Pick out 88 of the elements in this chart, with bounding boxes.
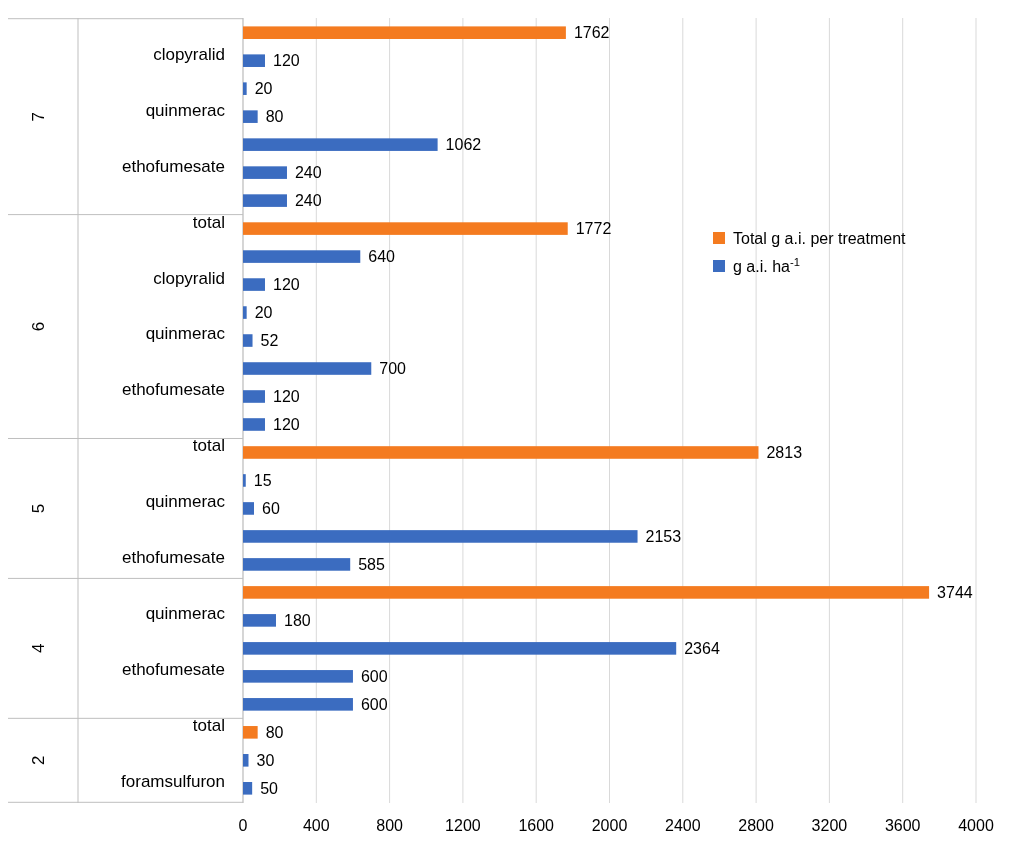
legend-label: g a.i. ha$^{-1}$ bbox=[733, 255, 800, 275]
text: 6 bbox=[28, 321, 48, 332]
data-label: 2364 bbox=[684, 639, 720, 657]
bar bbox=[243, 698, 353, 711]
bar bbox=[243, 166, 287, 179]
bar bbox=[243, 222, 568, 235]
data-label: 3744 bbox=[937, 584, 973, 602]
data-label: 120 bbox=[272, 276, 300, 294]
bar bbox=[243, 502, 254, 515]
data-label: 585 bbox=[358, 556, 385, 574]
bar bbox=[243, 754, 249, 767]
x-tick-label: 1200 bbox=[445, 817, 481, 834]
bar bbox=[243, 782, 253, 795]
y-tick-label: clopyralid bbox=[153, 44, 225, 64]
bar bbox=[243, 26, 566, 39]
bar bbox=[243, 306, 247, 319]
data-label: 20 bbox=[254, 80, 273, 98]
y-tick-label: quinmerac bbox=[145, 324, 226, 344]
bar bbox=[243, 362, 372, 375]
data-label: 240 bbox=[294, 164, 322, 182]
y-tick-label: quinmerac bbox=[145, 100, 226, 120]
data-label: 20 bbox=[254, 304, 273, 322]
y-tick-label: ethofumesate bbox=[121, 380, 225, 400]
data-label: 600 bbox=[360, 695, 388, 713]
y-tick-label: foramsulfuron bbox=[121, 772, 225, 792]
bar bbox=[243, 418, 265, 431]
data-label: 30 bbox=[256, 751, 275, 769]
bar bbox=[243, 446, 759, 459]
y-tick-label: ethofumesate bbox=[121, 156, 225, 176]
text: 2 bbox=[28, 755, 48, 766]
bar bbox=[243, 250, 361, 263]
data-label: 120 bbox=[272, 388, 300, 406]
data-label: 50 bbox=[260, 779, 279, 797]
bar bbox=[243, 642, 677, 655]
bar bbox=[243, 726, 258, 739]
y-tick-label: total bbox=[192, 436, 225, 456]
data-label: 80 bbox=[265, 108, 284, 126]
text: 7 bbox=[28, 111, 48, 122]
data-label: 2153 bbox=[645, 528, 682, 546]
data-label: 640 bbox=[368, 248, 396, 266]
bar bbox=[243, 586, 930, 599]
y-tick-label: quinmerac bbox=[145, 492, 226, 512]
x-tick-label: 4000 bbox=[958, 817, 994, 834]
x-tick-label: 2400 bbox=[665, 817, 701, 834]
data-label: 52 bbox=[260, 332, 279, 350]
bar bbox=[243, 670, 353, 683]
data-label: 180 bbox=[283, 611, 311, 629]
data-label: 700 bbox=[379, 360, 407, 378]
data-label: 120 bbox=[272, 416, 300, 434]
data-label: 1062 bbox=[445, 136, 482, 154]
data-label: 2813 bbox=[766, 444, 803, 462]
y-tick-label: quinmerac bbox=[145, 604, 226, 624]
data-label: 1772 bbox=[575, 220, 612, 238]
bar bbox=[243, 54, 265, 67]
y-tick-label: ethofumesate bbox=[121, 548, 225, 568]
data-label: 120 bbox=[272, 52, 300, 70]
bar bbox=[243, 138, 438, 151]
bar bbox=[243, 530, 638, 543]
y-tick-label: total bbox=[192, 212, 225, 232]
text: 5 bbox=[28, 503, 48, 514]
bar bbox=[243, 334, 253, 347]
bar bbox=[243, 614, 276, 627]
bar bbox=[243, 558, 351, 571]
x-tick-label: 2800 bbox=[738, 817, 774, 834]
data-label: 80 bbox=[265, 723, 284, 741]
bar bbox=[243, 390, 265, 403]
bar bbox=[243, 82, 247, 95]
bar bbox=[243, 278, 265, 291]
y-tick-label: clopyralid bbox=[153, 268, 225, 288]
y-tick-label: total bbox=[192, 716, 225, 736]
x-tick-label: 1600 bbox=[518, 817, 555, 834]
x-tick-label: 800 bbox=[376, 817, 404, 834]
bar bbox=[243, 194, 287, 207]
bar bbox=[243, 474, 246, 487]
data-label: 15 bbox=[253, 472, 272, 490]
text: 4 bbox=[28, 643, 48, 654]
data-label: 1762 bbox=[573, 24, 610, 42]
y-tick-label: ethofumesate bbox=[121, 660, 225, 680]
data-label: 240 bbox=[294, 192, 322, 210]
data-label: 60 bbox=[261, 500, 280, 518]
bar bbox=[243, 110, 258, 123]
x-tick-label: 3600 bbox=[884, 817, 921, 834]
data-label: 600 bbox=[360, 667, 388, 685]
x-tick-label: 3200 bbox=[811, 817, 848, 834]
x-tick-label: 2000 bbox=[591, 817, 628, 834]
legend-label: Total g a.i. per treatment bbox=[733, 229, 907, 247]
x-tick-label: 400 bbox=[302, 817, 330, 834]
x-tick-label: 0 bbox=[238, 817, 248, 834]
